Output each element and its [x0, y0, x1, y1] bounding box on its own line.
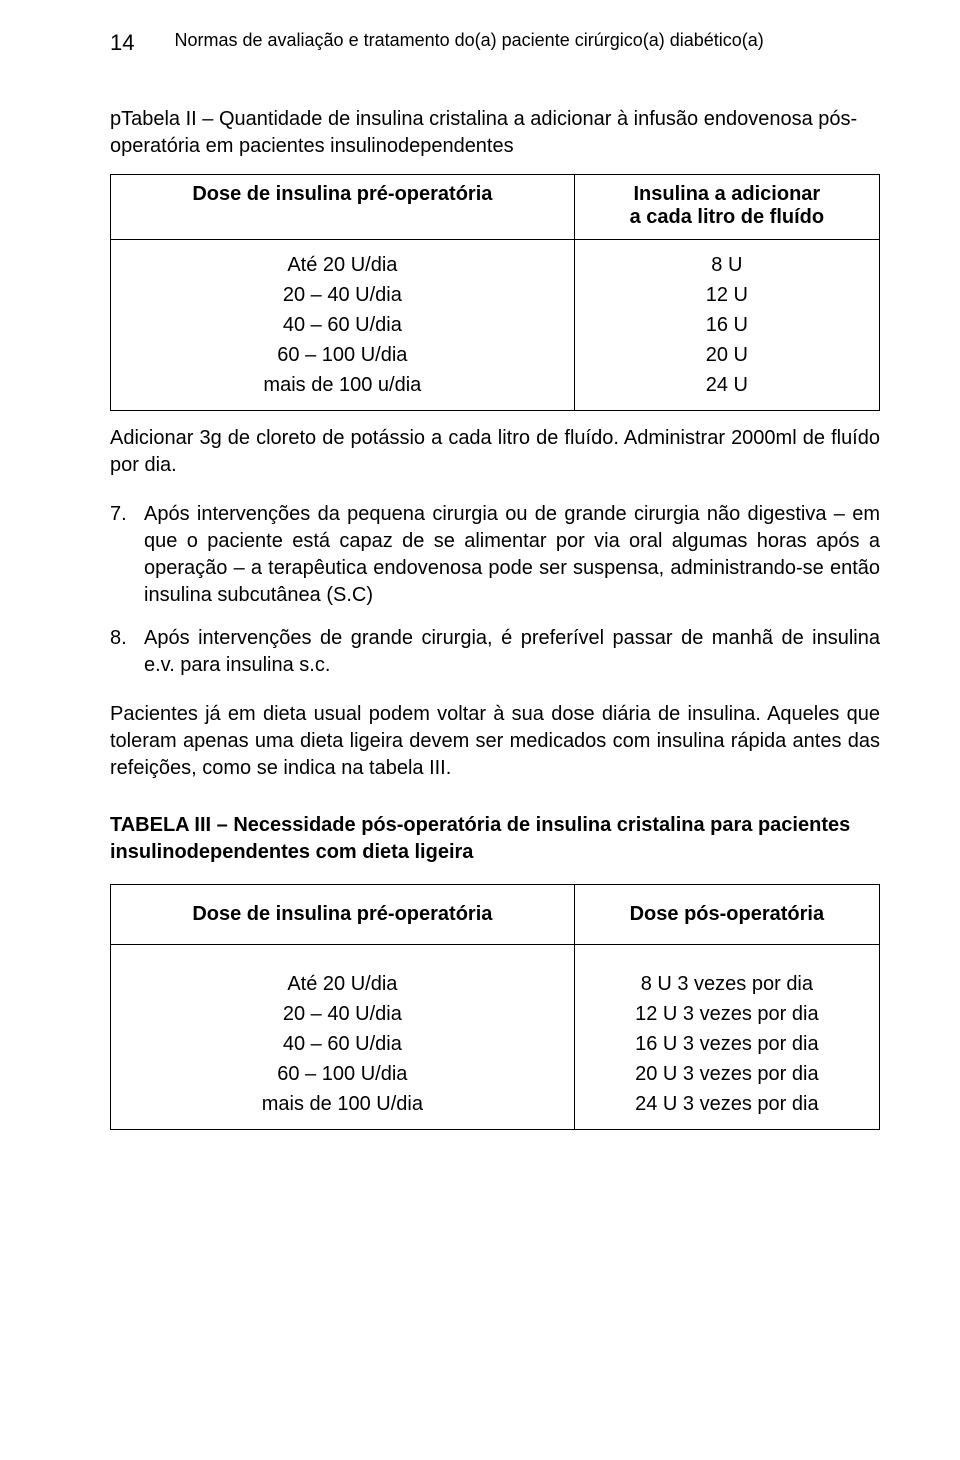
table2-col1-header: Dose de insulina pré-operatória [111, 175, 575, 240]
page-header: 14 Normas de avaliação e tratamento do(a… [110, 30, 880, 56]
table-row: 12 U 3 vezes por dia [579, 999, 875, 1029]
table-row: 12 U [579, 280, 875, 310]
table3: Dose de insulina pré-operatória Dose pós… [110, 884, 880, 1130]
para-after-table2: Adicionar 3g de cloreto de potássio a ca… [110, 425, 880, 479]
table-row: mais de 100 U/dia [115, 1089, 570, 1119]
table2-col2-body: 8 U 12 U 16 U 20 U 24 U [574, 240, 879, 411]
table-row: 8 U [579, 250, 875, 280]
table2-caption: pTabela II – Quantidade de insulina cris… [110, 106, 880, 160]
table3-col1-header: Dose de insulina pré-operatória [111, 885, 575, 945]
para-after-list: Pacientes já em dieta usual podem voltar… [110, 701, 880, 782]
page-title: Normas de avaliação e tratamento do(a) p… [174, 30, 880, 51]
list-item-text: Após intervenções de grande cirurgia, é … [144, 625, 880, 679]
numbered-list: 7. Após intervenções da pequena cirurgia… [110, 501, 880, 679]
table-row: 20 U 3 vezes por dia [579, 1059, 875, 1089]
list-item: 7. Após intervenções da pequena cirurgia… [110, 501, 880, 609]
table-row: 40 – 60 U/dia [115, 310, 570, 340]
list-item-number: 7. [110, 501, 144, 609]
table-row: 20 U [579, 340, 875, 370]
table-row: 16 U 3 vezes por dia [579, 1029, 875, 1059]
table2-col2-header-line2: a cada litro de fluído [630, 206, 824, 228]
table-row: Até 20 U/dia [115, 250, 570, 280]
table-row: 40 – 60 U/dia [115, 1029, 570, 1059]
page-number: 14 [110, 30, 134, 56]
table-row: mais de 100 u/dia [115, 370, 570, 400]
table-row: 8 U 3 vezes por dia [579, 969, 875, 999]
table-row: 60 – 100 U/dia [115, 340, 570, 370]
table-row: Até 20 U/dia [115, 969, 570, 999]
list-item-number: 8. [110, 625, 144, 679]
table3-col1-body: Até 20 U/dia 20 – 40 U/dia 40 – 60 U/dia… [111, 945, 575, 1130]
table2-col2-header-line1: Insulina a adicionar [633, 183, 820, 205]
table-row: 16 U [579, 310, 875, 340]
table-row: 60 – 100 U/dia [115, 1059, 570, 1089]
table2-col2-header: Insulina a adicionar a cada litro de flu… [574, 175, 879, 240]
list-item-text: Após intervenções da pequena cirurgia ou… [144, 501, 880, 609]
table2: Dose de insulina pré-operatória Insulina… [110, 174, 880, 411]
table-row: 24 U [579, 370, 875, 400]
table-row: 20 – 40 U/dia [115, 280, 570, 310]
list-item: 8. Após intervenções de grande cirurgia,… [110, 625, 880, 679]
table3-title: TABELA III – Necessidade pós-operatória … [110, 812, 880, 866]
table2-col1-body: Até 20 U/dia 20 – 40 U/dia 40 – 60 U/dia… [111, 240, 575, 411]
page: 14 Normas de avaliação e tratamento do(a… [0, 0, 960, 1460]
table3-col2-body: 8 U 3 vezes por dia 12 U 3 vezes por dia… [574, 945, 879, 1130]
table-row: 24 U 3 vezes por dia [579, 1089, 875, 1119]
table-row: 20 – 40 U/dia [115, 999, 570, 1029]
table3-col2-header: Dose pós-operatória [574, 885, 879, 945]
